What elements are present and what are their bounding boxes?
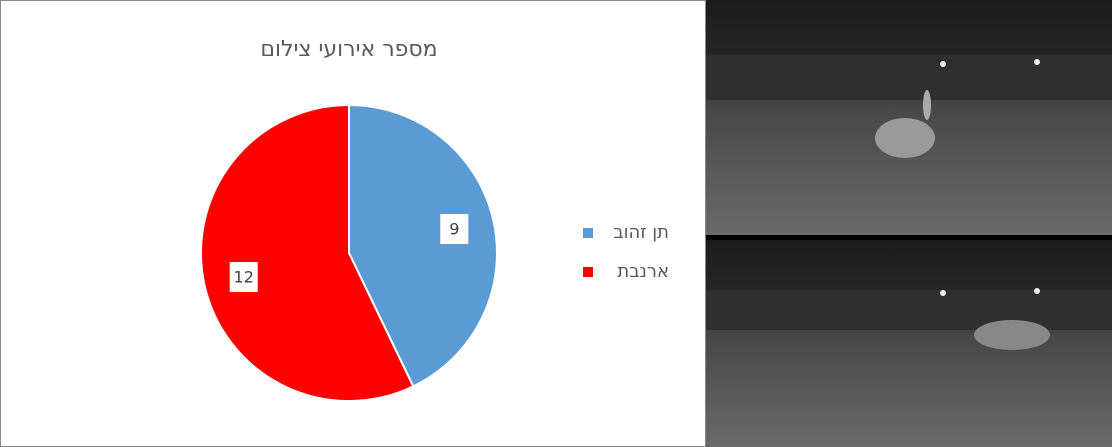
page: מספר אירועי צילום 9 12 תן זהוב ארנבת bbox=[0, 0, 1112, 447]
legend-swatch bbox=[583, 228, 593, 238]
photo-top bbox=[706, 0, 1112, 240]
photo-bottom bbox=[706, 240, 1112, 447]
legend-label: ארנבת bbox=[617, 261, 669, 282]
legend-swatch bbox=[583, 267, 593, 277]
value-label: 12 bbox=[234, 268, 254, 287]
legend-label: תן זהוב bbox=[613, 222, 669, 243]
chart-title: מספר אירועי צילום bbox=[260, 37, 437, 62]
value-label: 9 bbox=[449, 219, 459, 238]
